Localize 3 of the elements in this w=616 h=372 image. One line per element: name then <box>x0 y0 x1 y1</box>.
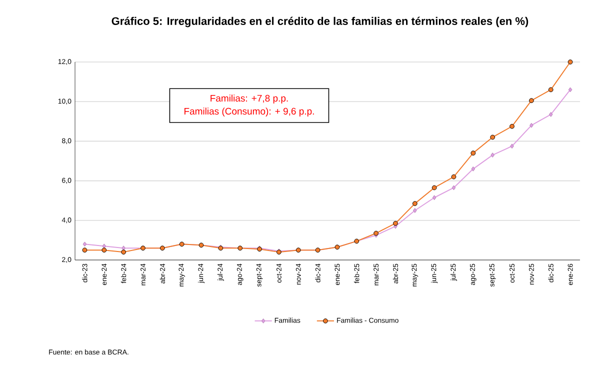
annotation: Familias: +7,8 p.p. <box>210 94 288 104</box>
annotation: Familias (Consumo): + 9,6 p.p. <box>184 108 314 116</box>
chart-title: Gráfico 5: Irregularidades en el crédito de las familias en términos reales (en %) <box>112 16 528 28</box>
